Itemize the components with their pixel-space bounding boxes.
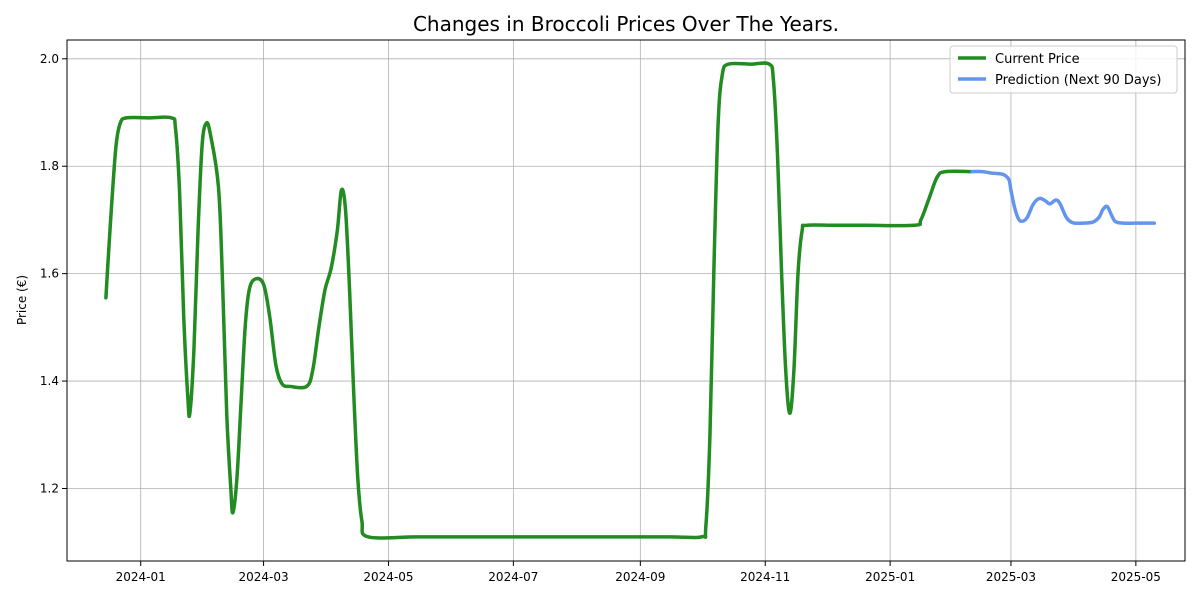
grid [67,40,1185,561]
plot-frame [66,39,1186,562]
y-tick-label: 2.0 [40,52,59,66]
legend-box [949,45,1178,94]
y-tick-label: 1.4 [40,374,59,388]
y-tick-label: 1.2 [40,481,59,495]
x-tick-label: 2024-11 [740,570,790,584]
x-tick-label: 2024-03 [238,570,288,584]
legend-label-prediction: Prediction (Next 90 Days) [995,73,1161,88]
y-tick-label: 1.6 [40,267,59,281]
x-axis-ticks: 2024-01 2024-03 2024-05 2024-07 2024-09 2024-… [116,561,1161,584]
series-layer [104,61,1157,540]
chart-title: Changes in Broccoli Prices Over The Year… [413,12,839,36]
x-tick-label: 2025-05 [1111,570,1161,584]
x-tick-label: 2025-01 [865,570,915,584]
x-tick-label: 2024-07 [488,570,538,584]
y-axis-label: Price (€) [15,275,29,325]
legend: Current Price Prediction (Next 90 Days) [949,45,1178,94]
legend-label-current-price: Current Price [995,52,1080,67]
prediction-line [970,169,1157,226]
x-tick-label: 2024-01 [116,570,166,584]
current-price-line [104,61,974,540]
x-tick-label: 2024-09 [615,570,665,584]
x-tick-label: 2025-03 [986,570,1036,584]
x-tick-label: 2024-05 [363,570,413,584]
y-axis-ticks: 1.2 1.4 1.6 1.8 2.0 [40,52,67,495]
y-tick-label: 1.8 [40,159,59,173]
